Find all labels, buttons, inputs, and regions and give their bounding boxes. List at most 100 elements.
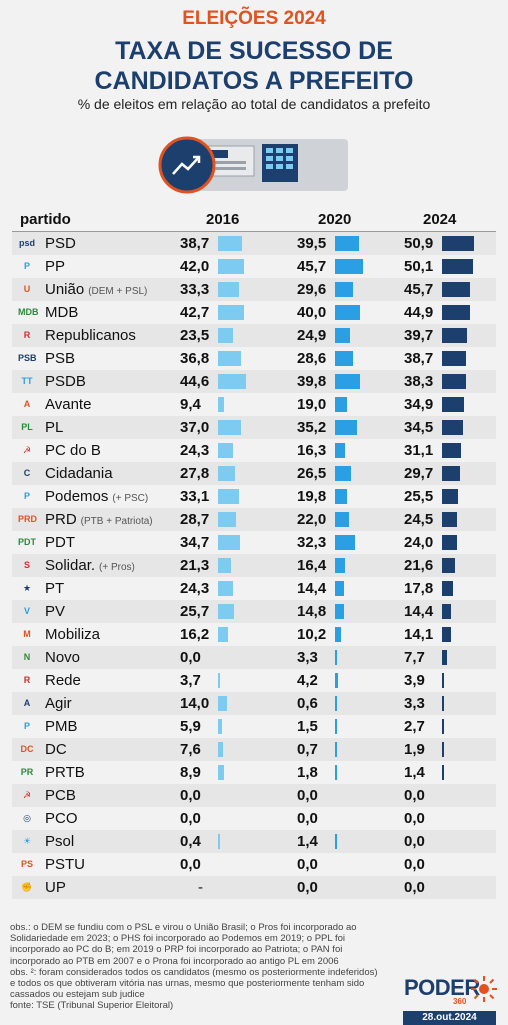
cell-v2024: 24,5 [404, 508, 508, 531]
bar-v2020 [335, 282, 354, 297]
bar-v2024 [442, 443, 462, 458]
cell-v2016: 9,4 [180, 393, 298, 416]
party-label: Podemos [45, 488, 109, 505]
cell-v2020: 3,3 [297, 646, 415, 669]
bar-v2020 [335, 512, 349, 527]
value-v2020: 35,2 [297, 419, 327, 436]
footnote-line: obs.: o DEM se fundiu com o PSL e virou … [10, 922, 357, 933]
value-v2020: 14,8 [297, 603, 327, 620]
bar-v2020 [335, 673, 338, 688]
cell-v2016: 7,6 [180, 738, 298, 761]
cell-v2016: 3,7 [180, 669, 298, 692]
cell-v2024: 39,7 [404, 324, 508, 347]
bar-v2016 [218, 696, 227, 711]
party-logo-icon: C [23, 468, 31, 478]
bar-v2016 [218, 397, 224, 412]
party-name: MDB [45, 304, 78, 321]
bar-v2016 [218, 834, 220, 849]
party-name: PV [45, 603, 65, 620]
cell-v2016: 0,0 [180, 853, 298, 876]
party-label: Republicanos [45, 327, 136, 344]
value-v2024: 50,1 [404, 258, 434, 275]
value-v2024: 50,9 [404, 235, 434, 252]
party-label: MDB [45, 304, 79, 321]
value-v2020: 0,7 [297, 741, 318, 758]
party-label: PT [45, 580, 65, 597]
value-v2024: 21,6 [404, 557, 434, 574]
bar-v2016 [218, 719, 222, 734]
party-label: Solidar. [45, 557, 96, 574]
table-row: ◎ PCO 0,0 0,0 0,0 [0, 807, 508, 830]
cell-v2016: 25,7 [180, 600, 298, 623]
cell-v2020: 1,5 [297, 715, 415, 738]
table-row: M Mobiliza 16,2 10,2 14,1 [0, 623, 508, 646]
party-logo-icon: S [23, 560, 30, 570]
party-name: PRTB [45, 764, 85, 781]
party-logo-icon: ☀ [22, 836, 32, 846]
table-row: C Cidadania 27,8 26,5 29,7 [0, 462, 508, 485]
footnote-line: incorporado ao PTB em 2007 e o Prona foi… [10, 955, 339, 967]
cell-v2024: 2,7 [404, 715, 508, 738]
value-v2016: 37,0 [180, 419, 210, 436]
party-label: PSTU [45, 856, 86, 873]
value-v2024: 24,0 [404, 534, 434, 551]
party-label: Cidadania [45, 465, 113, 482]
cell-v2016: 24,3 [180, 439, 298, 462]
cell-v2016: 27,8 [180, 462, 298, 485]
cell-v2020: 10,2 [297, 623, 415, 646]
party-name: Psol [45, 833, 74, 850]
footnote-line: incorporado ao PC do B; em 2019 o PRP fo… [10, 944, 343, 956]
party-logo-icon: N [23, 652, 31, 662]
value-v2016: 38,7 [180, 235, 210, 252]
bar-v2020 [335, 420, 357, 435]
party-name: PSD [45, 235, 76, 252]
value-v2020: 1,4 [297, 833, 318, 850]
value-v2016: 42,0 [180, 258, 210, 275]
cell-v2024: 7,7 [404, 646, 508, 669]
bar-v2024 [442, 351, 466, 366]
value-v2020: 0,0 [297, 787, 318, 804]
cell-v2020: 1,4 [297, 830, 415, 853]
party-label: PCO [45, 810, 78, 827]
cell-v2024: 0,0 [404, 876, 508, 899]
cell-v2020: 0,0 [297, 876, 415, 899]
bar-v2020 [335, 351, 353, 366]
cell-v2024: 29,7 [404, 462, 508, 485]
cell-v2016: 36,8 [180, 347, 298, 370]
table-row: PL PL 37,0 35,2 34,5 [0, 416, 508, 439]
title-line-2: CANDIDATOS A PREFEITO [94, 67, 414, 95]
bar-v2016 [218, 535, 240, 550]
value-v2024: 1,9 [404, 741, 425, 758]
value-v2024: 14,4 [404, 603, 434, 620]
cell-v2020: 22,0 [297, 508, 415, 531]
party-name: PDT [45, 534, 75, 551]
value-v2020: 4,2 [297, 672, 318, 689]
cell-v2024: 21,6 [404, 554, 508, 577]
bar-v2016 [218, 489, 239, 504]
value-v2016: 3,7 [180, 672, 201, 689]
party-label: Avante [45, 396, 92, 413]
bar-v2020 [335, 489, 348, 504]
bar-v2024 [442, 397, 464, 412]
cell-v2020: 24,9 [297, 324, 415, 347]
party-logo-icon: P [23, 261, 30, 271]
cell-v2024: 38,3 [404, 370, 508, 393]
cell-v2016: 42,7 [180, 301, 298, 324]
value-v2016: 7,6 [180, 741, 201, 758]
value-v2016: 34,7 [180, 534, 210, 551]
bar-v2016 [218, 765, 224, 780]
cell-v2016: 33,1 [180, 485, 298, 508]
value-v2016: 36,8 [180, 350, 210, 367]
cell-v2020: 19,8 [297, 485, 415, 508]
party-name: PC do B [45, 442, 101, 459]
value-v2020: 26,5 [297, 465, 327, 482]
table-row: N Novo 0,0 3,3 7,7 [0, 646, 508, 669]
bar-v2024 [442, 765, 444, 780]
party-label: DC [45, 741, 67, 758]
cell-v2016: 34,7 [180, 531, 298, 554]
party-name: Agir [45, 695, 72, 712]
party-logo-icon: P [23, 491, 30, 501]
party-name: PT [45, 580, 64, 597]
cell-v2016: 44,6 [180, 370, 298, 393]
value-v2020: 0,0 [297, 810, 318, 827]
